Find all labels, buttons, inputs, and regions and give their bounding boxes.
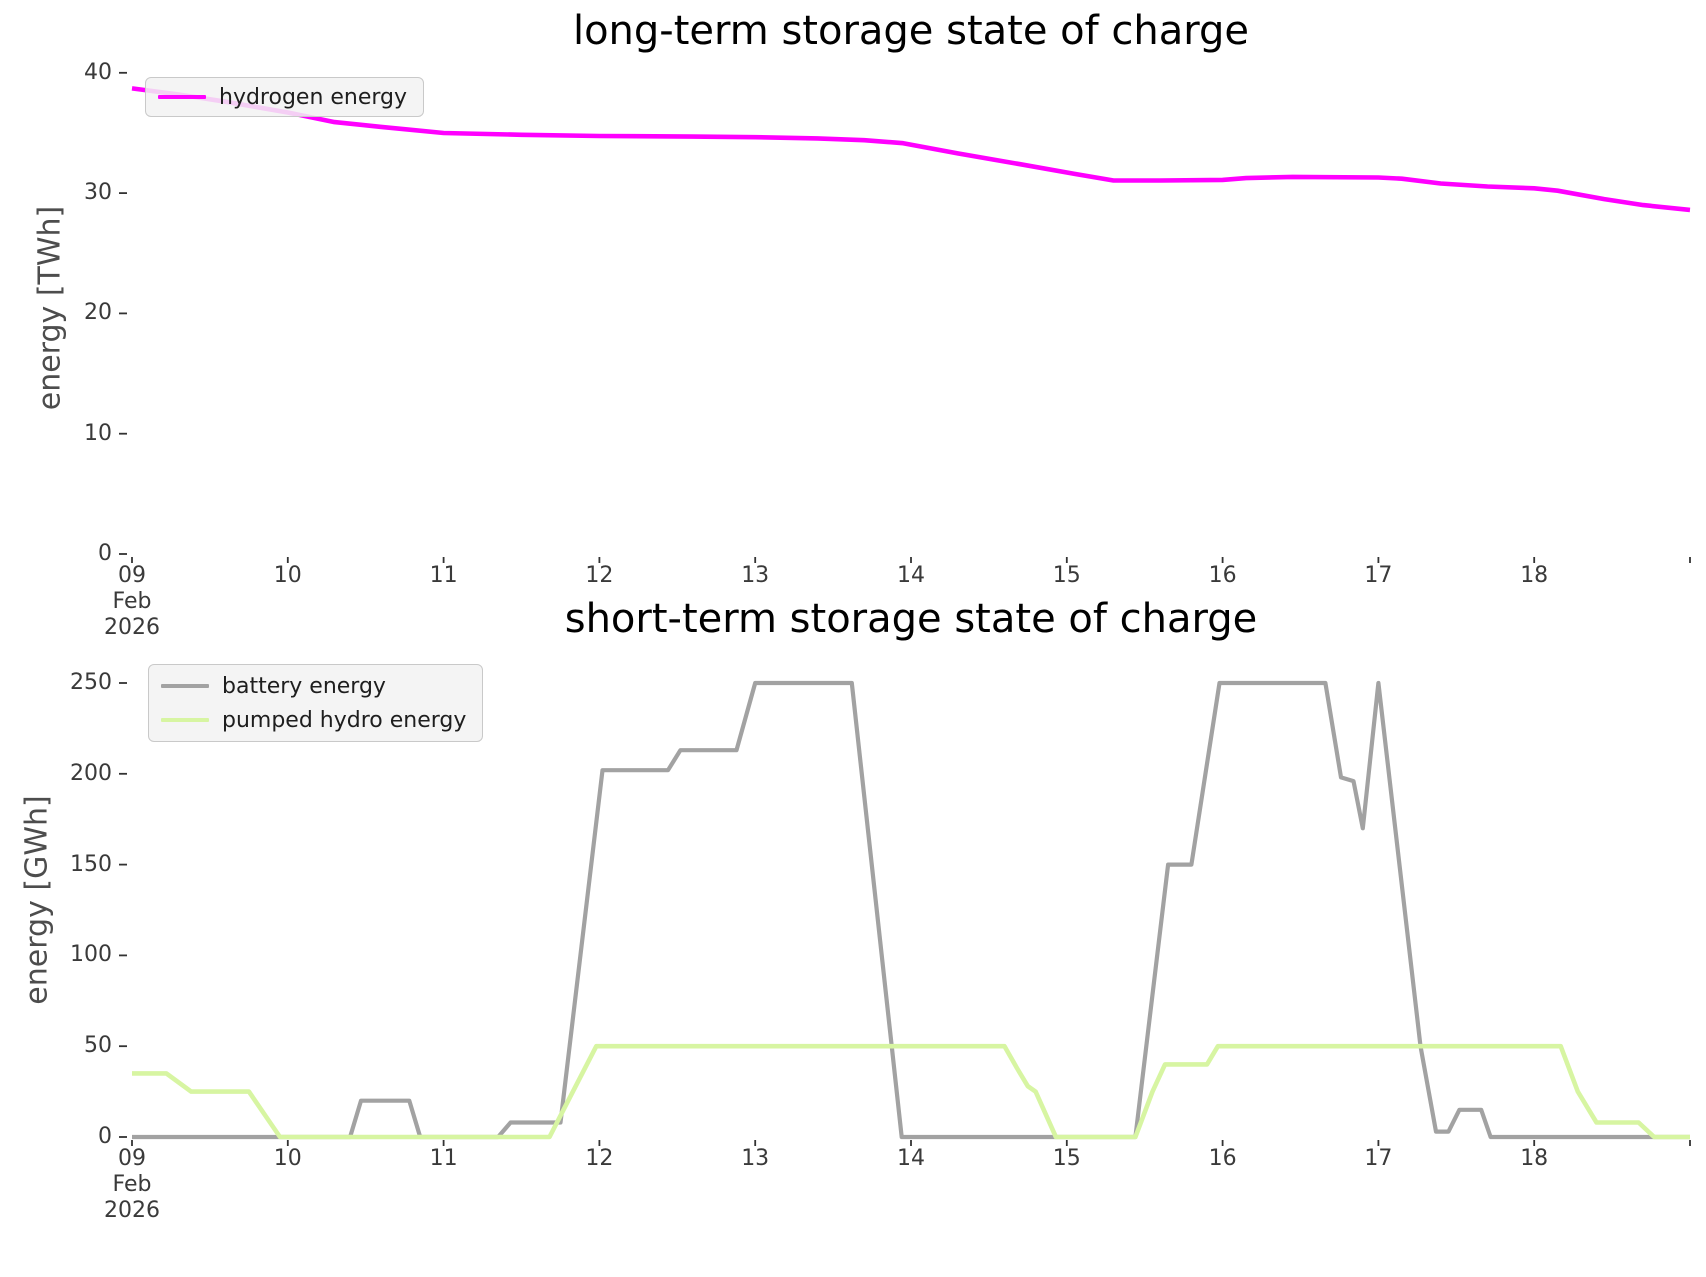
bottom-chart-lines <box>132 680 1690 1140</box>
x-tick-sublabel: 2026 <box>104 1198 160 1223</box>
pumped-hydro-energy-line <box>132 1043 1690 1140</box>
x-tick-label: 14 <box>897 563 925 588</box>
x-tick-label: 15 <box>1052 563 1081 588</box>
legend-row: hydrogen energy <box>158 82 407 112</box>
bottom-legend: battery energy pumped hydro energy <box>148 664 484 742</box>
x-tick-label: 14 <box>897 1146 925 1171</box>
battery-energy-line <box>132 680 1690 1140</box>
y-tick-label: 250 <box>70 670 112 695</box>
battery-legend-label: battery energy <box>222 673 386 699</box>
top-chart-ticks <box>119 71 1691 563</box>
battery-legend-line <box>161 683 209 689</box>
x-tick-label: 10 <box>273 563 302 588</box>
x-tick-label: 10 <box>273 1146 302 1171</box>
bottom-y-axis-label: energy [GWh] <box>19 795 55 1005</box>
y-tick-label: 0 <box>98 541 112 566</box>
bottom-chart-title: short-term storage state of charge <box>564 596 1258 642</box>
x-tick-sublabel: Feb <box>112 589 152 614</box>
y-tick-label: 150 <box>70 851 112 877</box>
y-tick-label: 0 <box>98 1124 112 1149</box>
hydrogen-legend-label: hydrogen energy <box>219 84 408 110</box>
y-tick-label: 20 <box>84 300 112 326</box>
legend-row: battery energy <box>161 669 466 703</box>
x-tick-label: 17 <box>1364 1146 1393 1171</box>
top-legend: hydrogen energy <box>145 77 425 117</box>
top-y-axis-label: energy [TWh] <box>32 205 68 411</box>
x-tick-label: 18 <box>1520 563 1549 588</box>
y-tick-label: 40 <box>84 59 112 85</box>
x-tick-label: 16 <box>1208 1146 1237 1171</box>
x-tick-label: 11 <box>429 563 458 588</box>
x-tick-label: 12 <box>585 1146 614 1171</box>
x-tick-label: 13 <box>741 1146 770 1171</box>
x-tick-sublabel: 2026 <box>104 615 160 640</box>
x-tick-label: 09 <box>118 563 146 588</box>
x-tick-sublabel: Feb <box>112 1172 152 1197</box>
top-chart-lines <box>131 86 1691 213</box>
top-chart-title: long-term storage state of charge <box>572 8 1250 54</box>
legend-row: pumped hydro energy <box>161 703 466 737</box>
y-tick-label: 50 <box>84 1033 112 1059</box>
x-tick-label: 12 <box>585 563 614 588</box>
pumped-hydro-legend-line <box>161 717 209 723</box>
x-tick-label: 15 <box>1052 1146 1081 1171</box>
y-tick-label: 30 <box>84 180 112 206</box>
x-tick-label: 13 <box>741 563 770 588</box>
y-tick-label: 100 <box>70 942 112 968</box>
y-tick-label: 10 <box>84 420 112 446</box>
x-tick-label: 18 <box>1520 1146 1549 1171</box>
x-tick-label: 09 <box>118 1146 146 1171</box>
x-tick-label: 11 <box>429 1146 458 1171</box>
hydrogen-legend-line <box>158 94 206 100</box>
x-tick-label: 17 <box>1364 563 1393 588</box>
x-tick-label: 16 <box>1208 563 1237 588</box>
pumped-hydro-legend-label: pumped hydro energy <box>222 707 467 733</box>
bottom-chart-ticks <box>119 682 1691 1146</box>
hydrogen-energy-line <box>131 86 1691 213</box>
y-tick-label: 200 <box>70 760 112 786</box>
